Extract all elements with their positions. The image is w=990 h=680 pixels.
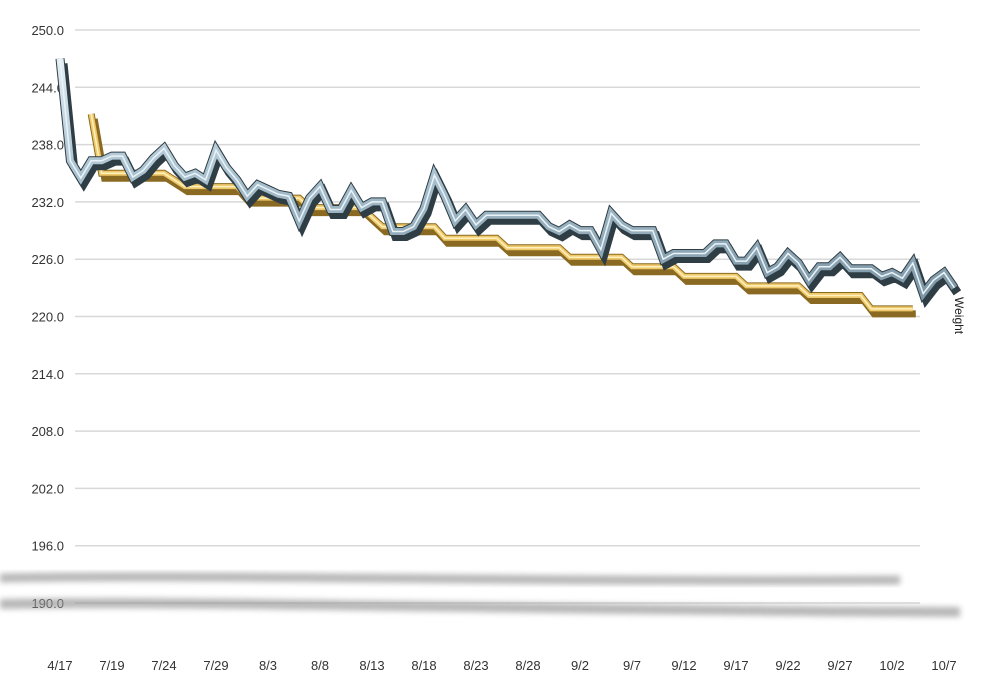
y-tick-label: 232.0 — [31, 195, 64, 210]
y-tick-label: 214.0 — [31, 367, 64, 382]
x-tick-label: 8/8 — [311, 658, 329, 673]
x-tick-label: 10/2 — [879, 658, 904, 673]
y-tick-label: 238.0 — [31, 138, 64, 153]
reflection-band — [0, 572, 901, 585]
y-tick-label: 226.0 — [31, 252, 64, 267]
x-tick-label: 9/12 — [671, 658, 696, 673]
y-tick-label: 220.0 — [31, 310, 64, 325]
series-lines — [55, 58, 962, 318]
series-weight-line — [56, 58, 958, 301]
x-tick-label: 7/24 — [151, 658, 176, 673]
x-tick-label: 9/2 — [571, 658, 589, 673]
reflection-band — [0, 598, 961, 617]
x-axis-ticks: 4/17 7/19 7/24 7/29 8/3 8/8 8/13 8/18 8/23 8/28 9/… — [47, 658, 956, 673]
series-target-highlight — [90, 113, 913, 310]
x-tick-label: 8/18 — [411, 658, 436, 673]
x-tick-label: 8/28 — [515, 658, 540, 673]
x-tick-label: 10/7 — [931, 658, 956, 673]
floor-reflections — [0, 572, 961, 617]
y-axis-ticks: 250.0 244.0 238.0 232.0 226.0 220.0 214.0 208.0… — [31, 23, 64, 611]
x-tick-label: 7/29 — [203, 658, 228, 673]
x-tick-label: 7/19 — [99, 658, 124, 673]
series-label-weight: Weight — [952, 297, 966, 335]
x-tick-label: 8/13 — [359, 658, 384, 673]
series-weight-highlight — [59, 58, 956, 296]
y-tick-label: 196.0 — [31, 539, 64, 554]
y-tick-label: 208.0 — [31, 424, 64, 439]
y-tick-label: 202.0 — [31, 481, 64, 496]
x-tick-label: 4/17 — [47, 658, 72, 673]
y-tick-label: 250.0 — [31, 23, 64, 38]
y-tick-label: 244.0 — [31, 80, 64, 95]
x-tick-label: 8/3 — [259, 658, 277, 673]
x-tick-label: 9/7 — [623, 658, 641, 673]
gridlines — [75, 29, 920, 604]
x-tick-label: 9/27 — [827, 658, 852, 673]
x-tick-label: 8/23 — [463, 658, 488, 673]
x-tick-label: 9/22 — [775, 658, 800, 673]
x-tick-label: 9/17 — [723, 658, 748, 673]
